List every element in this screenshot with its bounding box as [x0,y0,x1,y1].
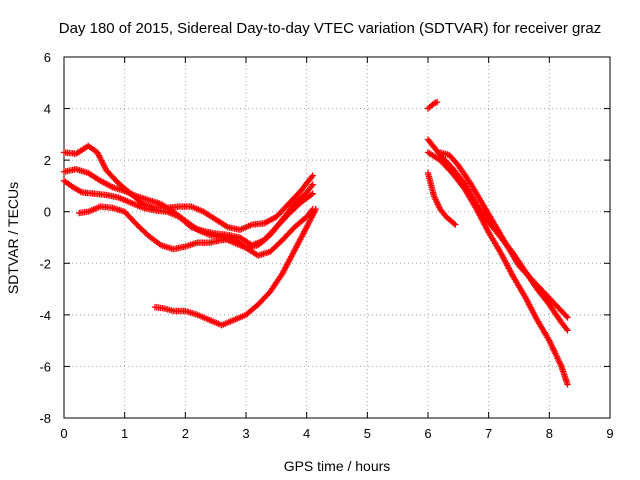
x-tick-label: 5 [364,426,371,441]
y-tick-label: -6 [39,359,51,374]
x-tick-label: 8 [546,426,553,441]
chart-title: Day 180 of 2015, Sidereal Day-to-day VTE… [59,20,601,37]
series-track-1 [60,142,316,233]
x-axis-label: GPS time / hours [284,458,391,474]
y-tick-label: -2 [39,256,51,271]
data-point-marker [452,221,459,228]
series-track-9 [424,149,571,388]
x-tick-label: 3 [242,426,249,441]
y-tick-label: 4 [44,102,51,117]
plot-frame [63,56,611,419]
series-track-3 [60,177,316,249]
data-point-marker [564,314,571,321]
data-point-marker [308,173,315,181]
y-axis-label: SDTVAR / TECUs [5,182,21,294]
series-track-7 [424,169,459,228]
data-point-marker [450,220,458,227]
y-tick-label: 0 [44,205,51,220]
gridlines [64,57,610,418]
data-point-marker [312,205,319,213]
x-tick-label: 4 [303,426,310,441]
data-point-marker [564,327,571,334]
series-track-4 [75,203,316,259]
axis-ticks: 0 1 2 3 4 5 6 7 8 9 -8 -6 -4 -2 0 2 4 6 [39,50,613,441]
x-tick-label: 2 [182,426,189,441]
series-track-5 [151,205,319,329]
data-point-marker [309,172,316,179]
x-tick-label: 9 [606,426,613,441]
y-tick-label: -8 [39,411,51,426]
x-tick-label: 6 [424,426,431,441]
data-point-marker [309,190,316,197]
series-track-6 [424,98,441,112]
x-tick-label: 0 [60,426,67,441]
data-point-marker [564,381,571,388]
data-point-marker [433,98,441,106]
data-point-marker [309,181,316,188]
data-point-marker [563,312,570,320]
x-tick-label: 1 [121,426,128,441]
x-tick-label: 7 [485,426,492,441]
series-track-10 [436,149,571,321]
data-markers [60,98,571,388]
y-tick-label: 6 [44,50,51,65]
y-tick-label: -4 [39,308,51,323]
y-tick-label: 2 [44,153,51,168]
